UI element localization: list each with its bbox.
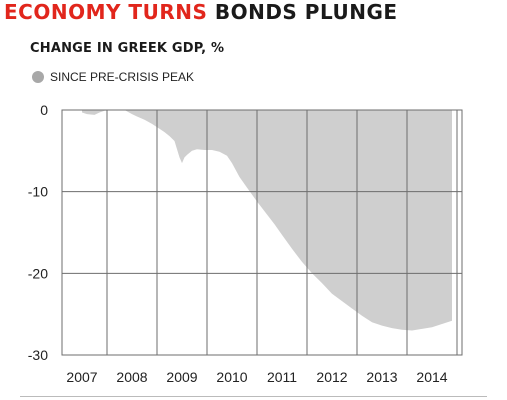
x-tick-label: 2014 xyxy=(416,369,447,385)
x-tick-label: 2010 xyxy=(216,369,247,385)
x-tick-label: 2009 xyxy=(166,369,197,385)
legend-swatch xyxy=(32,71,44,83)
headline-part1: ECONOMY TURNS xyxy=(4,0,208,24)
x-tick-label: 2008 xyxy=(116,369,147,385)
y-tick-label: -10 xyxy=(28,184,48,200)
x-tick-label: 2013 xyxy=(366,369,397,385)
x-tick-label: 2012 xyxy=(316,369,347,385)
x-tick-label: 2011 xyxy=(267,369,297,385)
y-tick-label: -30 xyxy=(28,347,48,363)
plot-frame xyxy=(61,109,463,356)
divider xyxy=(20,396,487,397)
chart-title: CHANGE IN GREEK GDP, % xyxy=(30,41,225,56)
series-area xyxy=(82,110,452,331)
x-tick-label: 2007 xyxy=(66,369,97,385)
headline: ECONOMY TURNS BONDS PLUNGE xyxy=(4,0,398,24)
y-tick-label: -20 xyxy=(28,265,48,281)
y-tick-label: 0 xyxy=(40,102,48,118)
headline-part2: BONDS PLUNGE xyxy=(214,0,398,24)
legend: SINCE PRE-CRISIS PEAK xyxy=(32,70,194,84)
legend-label: SINCE PRE-CRISIS PEAK xyxy=(50,70,195,84)
